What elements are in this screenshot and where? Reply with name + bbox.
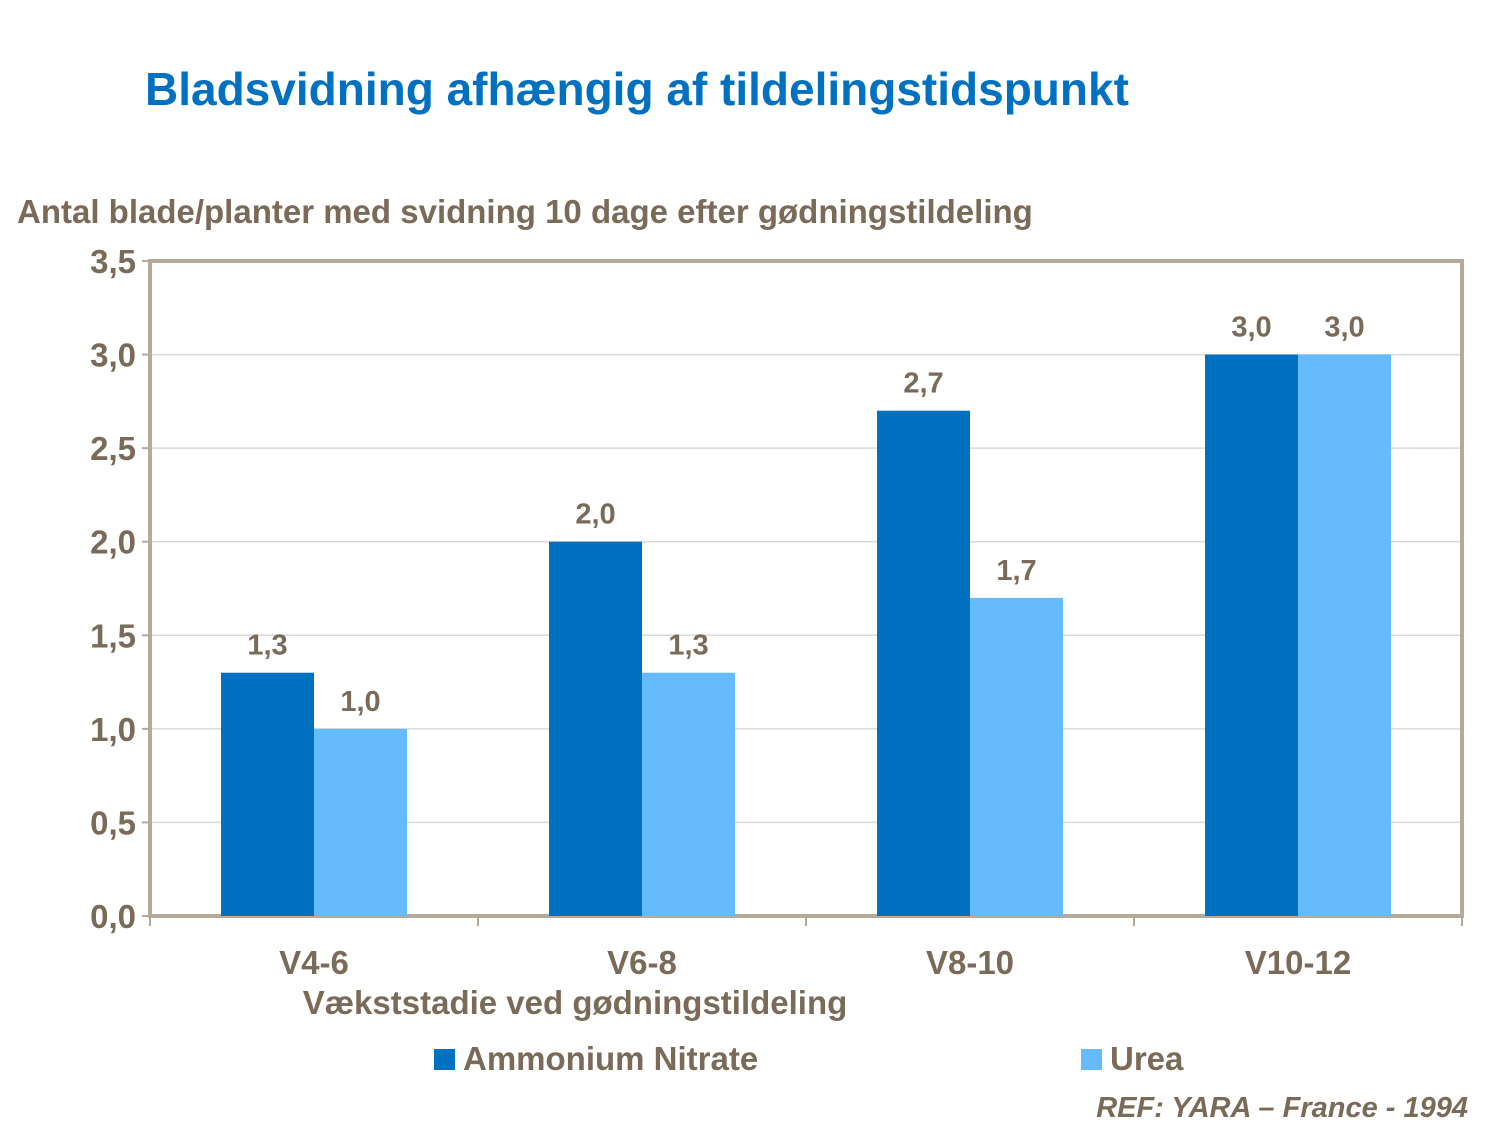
legend-swatch-urea (1081, 1048, 1102, 1070)
reference-note: REF: YARA – France - 1994 (1096, 1092, 1468, 1124)
y-tick-label: 0,0 (90, 898, 136, 935)
y-tick-label: 1,0 (90, 711, 136, 748)
data-label: 1,3 (668, 630, 708, 662)
bar-ammonium-nitrate-v10-12 (1205, 354, 1298, 917)
x-axis-label: Vækststadie ved gødningstildeling (302, 984, 848, 1021)
axes: 0,0 0,5 1,0 1,5 2,0 2,5 3,0 3,5 V4-6 V6-8 V8-10 V10… (90, 243, 1463, 981)
page-title: Bladsvidning afhængig af tildelingstidsp… (145, 63, 1129, 115)
bar-urea-v6-8 (642, 672, 735, 916)
bars (221, 354, 1391, 917)
y-tick-label: 3,5 (90, 243, 136, 280)
x-tick-label: V8-10 (926, 944, 1014, 981)
data-label: 1,3 (247, 630, 287, 662)
y-tick-label: 2,5 (90, 430, 136, 467)
legend-item-ammonium-nitrate: Ammonium Nitrate (434, 1040, 758, 1078)
legend-label-urea: Urea (1110, 1040, 1184, 1077)
data-label: 1,0 (340, 686, 380, 718)
data-label: 2,7 (903, 368, 943, 400)
data-label: 3,0 (1324, 312, 1364, 344)
bar-ammonium-nitrate-v6-8 (549, 541, 642, 916)
bar-ammonium-nitrate-v8-10 (877, 410, 970, 916)
y-tick-label: 0,5 (90, 804, 136, 841)
x-tick-label: V10-12 (1245, 944, 1351, 981)
y-tick-label: 3,0 (90, 337, 136, 374)
data-label: 1,7 (996, 555, 1036, 587)
legend-label-ammonium-nitrate: Ammonium Nitrate (463, 1040, 759, 1077)
bar-urea-v10-12 (1298, 354, 1391, 917)
bar-ammonium-nitrate-v4-6 (221, 672, 314, 916)
data-labels: 1,3 1,0 2,0 1,3 2,7 1,7 3,0 3,0 (247, 312, 1364, 718)
data-label: 3,0 (1231, 312, 1271, 344)
y-tick-label: 2,0 (90, 524, 136, 561)
data-label: 2,0 (575, 499, 615, 531)
x-tick-label: V6-8 (607, 944, 677, 981)
bar-urea-v8-10 (970, 597, 1063, 916)
y-axis-label: Antal blade/planter med svidning 10 dage… (17, 193, 1033, 230)
legend-swatch-ammonium-nitrate (434, 1048, 455, 1070)
x-tick-label: V4-6 (279, 944, 349, 981)
y-tick-label: 1,5 (90, 617, 136, 654)
legend-item-urea: Urea (1081, 1040, 1183, 1078)
bar-urea-v4-6 (314, 728, 407, 916)
